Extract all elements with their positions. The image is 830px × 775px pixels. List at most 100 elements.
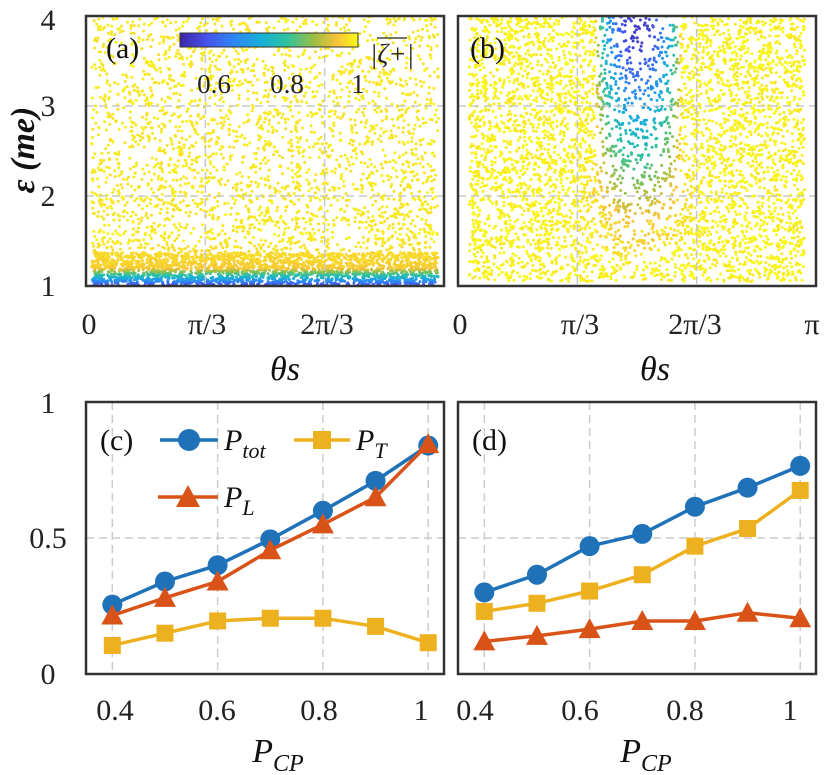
scatter-point-a	[301, 217, 305, 220]
scatter-point-a	[114, 229, 118, 233]
scatter-point-a	[414, 236, 418, 240]
scatter-point-a	[371, 203, 375, 207]
scatter-point-a	[280, 248, 284, 252]
scatter-point-a	[235, 130, 239, 133]
scatter-point-a	[117, 153, 121, 156]
scatter-point-a	[236, 52, 240, 56]
scatter-point-a	[318, 268, 321, 272]
scatter-point-a	[317, 222, 321, 226]
scatter-point-a	[217, 179, 221, 183]
scatter-point-a	[310, 130, 313, 134]
scatter-point-a	[314, 50, 317, 54]
scatter-point-a	[370, 261, 373, 265]
scatter-point-a	[370, 227, 374, 231]
scatter-point-a	[207, 179, 211, 183]
scatter-point-a	[209, 49, 213, 53]
scatter-point-a	[295, 253, 299, 257]
scatter-point-a	[113, 151, 117, 155]
scatter-point-a	[372, 80, 376, 84]
scatter-point-a	[273, 253, 277, 257]
scatter-point-a	[255, 91, 259, 95]
scatter-point-a	[113, 33, 117, 36]
scatter-point-a	[243, 236, 247, 240]
scatter-point-a	[119, 172, 123, 176]
scatter-point-a	[198, 25, 202, 29]
scatter-point-a	[291, 255, 295, 259]
scatter-point-a	[287, 264, 291, 267]
scatter-point-a	[320, 83, 324, 87]
scatter-point-a	[134, 164, 138, 168]
scatter-point-a	[213, 264, 217, 268]
scatter-point-a	[135, 197, 139, 200]
scatter-point-a	[99, 277, 103, 281]
scatter-point-a	[255, 261, 259, 265]
scatter-point-a	[98, 230, 102, 234]
scatter-point-a	[421, 62, 425, 66]
scatter-point-a	[304, 220, 308, 224]
scatter-point-a	[220, 96, 224, 100]
scatter-point-a	[150, 213, 153, 217]
scatter-point-a	[96, 282, 100, 286]
scatter-point-a	[128, 268, 132, 272]
scatter-point-a	[156, 243, 160, 247]
scatter-point-a	[429, 278, 433, 282]
scatter-point-a	[259, 176, 263, 180]
scatter-point-a	[177, 99, 181, 103]
scatter-point-a	[157, 53, 160, 57]
scatter-point-a	[252, 236, 256, 240]
scatter-point-a	[427, 91, 431, 95]
scatter-point-a	[286, 65, 290, 69]
scatter-point-a	[325, 244, 329, 248]
scatter-point-a	[373, 182, 377, 186]
scatter-point-a	[177, 275, 180, 279]
scatter-point-a	[142, 254, 146, 258]
scatter-point-a	[279, 266, 283, 270]
scatter-point-a	[367, 20, 371, 24]
scatter-point-a	[388, 160, 392, 164]
scatter-point-a	[99, 204, 103, 208]
scatter-point-a	[257, 243, 261, 247]
scatter-point-a	[127, 274, 131, 278]
scatter-point-a	[199, 179, 203, 183]
scatter-point-a	[161, 262, 165, 266]
scatter-point-a	[429, 100, 433, 104]
scatter-point-a	[400, 256, 404, 260]
scatter-point-a	[413, 260, 417, 264]
scatter-point-a	[145, 163, 149, 167]
scatter-point-a	[387, 197, 391, 201]
scatter-point-a	[177, 233, 181, 237]
scatter-point-a	[400, 113, 404, 117]
scatter-point-a	[309, 235, 313, 239]
scatter-point-a	[313, 94, 317, 98]
scatter-point-a	[208, 213, 212, 217]
scatter-point-a	[228, 77, 231, 81]
scatter-point-a	[263, 214, 267, 218]
scatter-point-a	[142, 12, 145, 15]
scatter-point-a	[343, 209, 346, 213]
scatter-point-a	[144, 11, 147, 14]
scatter-point-a	[360, 150, 363, 154]
scatter-point-a	[284, 127, 288, 131]
scatter-point-a	[356, 92, 360, 96]
scatter-point-a	[290, 200, 294, 204]
scatter-point-a	[285, 97, 289, 101]
scatter-point-a	[376, 229, 380, 233]
scatter-point-a	[317, 208, 321, 212]
scatter-point-a	[335, 260, 339, 264]
scatter-point-a	[283, 59, 287, 63]
scatter-point-a	[409, 170, 413, 174]
scatter-point-a	[298, 118, 302, 122]
scatter-point-a	[320, 142, 324, 146]
scatter-point-a	[355, 131, 359, 135]
scatter-point-a	[272, 145, 276, 149]
scatter-point-a	[425, 29, 429, 33]
scatter-point-a	[142, 262, 146, 266]
scatter-point-a	[106, 257, 110, 261]
scatter-point-a	[310, 115, 314, 118]
scatter-point-a	[317, 188, 321, 192]
scatter-point-a	[266, 95, 270, 99]
scatter-point-a	[276, 79, 280, 83]
scatter-point-a	[422, 268, 426, 272]
scatter-point-a	[251, 64, 255, 68]
scatter-point-a	[223, 183, 227, 187]
